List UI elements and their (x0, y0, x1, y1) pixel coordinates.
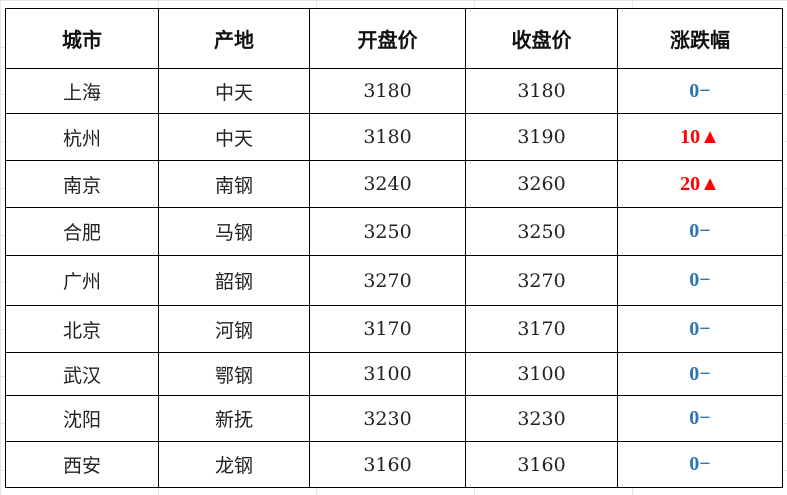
origin-cell[interactable]: 河钢 (158, 305, 310, 353)
close-price-cell[interactable]: 3170 (465, 305, 618, 353)
table-row: 上海 中天 3180 3180 0− (5, 68, 783, 114)
origin-cell[interactable]: 中天 (158, 113, 310, 161)
close-price-cell[interactable]: 3160 (465, 441, 618, 488)
close-price-cell[interactable]: 3270 (465, 255, 618, 306)
close-price-cell[interactable]: 3180 (465, 68, 618, 114)
table-row: 合肥 马钢 3250 3250 0− (5, 207, 783, 256)
origin-cell[interactable]: 南钢 (158, 160, 310, 208)
origin-cell[interactable]: 新抚 (158, 395, 310, 442)
city-cell[interactable]: 南京 (5, 160, 159, 208)
city-cell[interactable]: 合肥 (5, 207, 159, 256)
change-cell[interactable]: 0− (617, 255, 783, 306)
table-row: 武汉 鄂钢 3100 3100 0− (5, 352, 783, 396)
origin-cell[interactable]: 马钢 (158, 207, 310, 256)
change-cell[interactable]: 0− (617, 207, 783, 256)
price-table: 城市 产地 开盘价 收盘价 涨跌幅 上海 中天 3180 3180 0− 杭州 中天 3180… (5, 8, 783, 488)
header-close[interactable]: 收盘价 (465, 8, 618, 69)
header-city[interactable]: 城市 (5, 8, 159, 69)
open-price-cell[interactable]: 3270 (309, 255, 466, 306)
close-price-cell[interactable]: 3260 (465, 160, 618, 208)
change-cell[interactable]: 0− (617, 305, 783, 353)
city-cell[interactable]: 广州 (5, 255, 159, 306)
city-cell[interactable]: 杭州 (5, 113, 159, 161)
close-price-cell[interactable]: 3190 (465, 113, 618, 161)
open-price-cell[interactable]: 3100 (309, 352, 466, 396)
table-row: 南京 南钢 3240 3260 20▲ (5, 160, 783, 208)
open-price-cell[interactable]: 3170 (309, 305, 466, 353)
origin-cell[interactable]: 鄂钢 (158, 352, 310, 396)
table-row: 西安 龙钢 3160 3160 0− (5, 441, 783, 488)
change-cell[interactable]: 0− (617, 441, 783, 488)
change-cell[interactable]: 0− (617, 395, 783, 442)
table-row: 广州 韶钢 3270 3270 0− (5, 255, 783, 306)
city-cell[interactable]: 武汉 (5, 352, 159, 396)
header-row: 城市 产地 开盘价 收盘价 涨跌幅 (5, 8, 783, 69)
origin-cell[interactable]: 龙钢 (158, 441, 310, 488)
open-price-cell[interactable]: 3240 (309, 160, 466, 208)
change-cell[interactable]: 20▲ (617, 160, 783, 208)
table-row: 杭州 中天 3180 3190 10▲ (5, 113, 783, 161)
change-cell[interactable]: 10▲ (617, 113, 783, 161)
close-price-cell[interactable]: 3100 (465, 352, 618, 396)
open-price-cell[interactable]: 3180 (309, 113, 466, 161)
city-cell[interactable]: 沈阳 (5, 395, 159, 442)
table-row: 沈阳 新抚 3230 3230 0− (5, 395, 783, 442)
city-cell[interactable]: 北京 (5, 305, 159, 353)
table-row: 北京 河钢 3170 3170 0− (5, 305, 783, 353)
change-cell[interactable]: 0− (617, 68, 783, 114)
city-cell[interactable]: 西安 (5, 441, 159, 488)
open-price-cell[interactable]: 3230 (309, 395, 466, 442)
header-change[interactable]: 涨跌幅 (617, 8, 783, 69)
open-price-cell[interactable]: 3160 (309, 441, 466, 488)
city-cell[interactable]: 上海 (5, 68, 159, 114)
header-origin[interactable]: 产地 (158, 8, 310, 69)
origin-cell[interactable]: 中天 (158, 68, 310, 114)
origin-cell[interactable]: 韶钢 (158, 255, 310, 306)
close-price-cell[interactable]: 3230 (465, 395, 618, 442)
header-open[interactable]: 开盘价 (309, 8, 466, 69)
change-cell[interactable]: 0− (617, 352, 783, 396)
open-price-cell[interactable]: 3250 (309, 207, 466, 256)
close-price-cell[interactable]: 3250 (465, 207, 618, 256)
open-price-cell[interactable]: 3180 (309, 68, 466, 114)
